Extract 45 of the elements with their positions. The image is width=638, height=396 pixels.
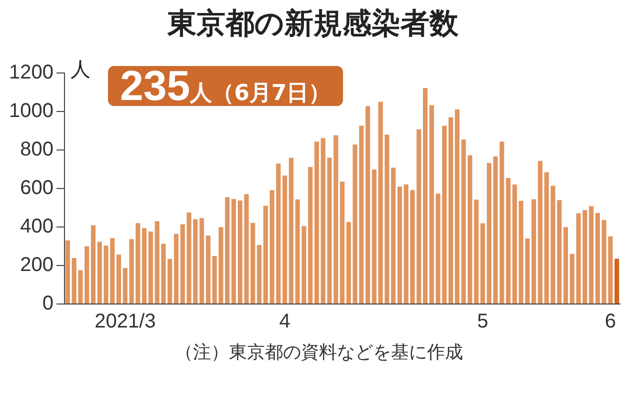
bar — [225, 197, 230, 304]
bar — [614, 258, 620, 304]
y-tick-label: 400 — [20, 215, 54, 238]
bar — [454, 109, 460, 304]
bar — [480, 223, 486, 304]
bar — [308, 167, 313, 304]
y-axis-title: 人 — [70, 57, 90, 82]
bar — [256, 245, 262, 304]
bar — [340, 182, 345, 304]
bar — [372, 170, 376, 304]
bar — [448, 117, 454, 304]
bar — [65, 240, 70, 304]
bar — [391, 168, 396, 304]
y-tick-label: 800 — [20, 138, 54, 160]
bar — [365, 106, 370, 304]
bar — [397, 186, 402, 304]
x-tick-label: 4 — [279, 310, 290, 333]
bar — [142, 228, 147, 304]
x-tick-label: 2021/3 — [94, 310, 156, 333]
bar — [231, 198, 236, 304]
y-tick-label: 0 — [42, 292, 54, 315]
bar — [538, 160, 542, 304]
text: （注）東京都の資料などを基に作成 — [174, 341, 464, 364]
bar — [422, 88, 428, 304]
bar — [282, 175, 288, 304]
bar — [199, 218, 204, 304]
y-tick-label: 1200 — [8, 61, 54, 84]
bar — [532, 199, 536, 304]
bar — [148, 232, 153, 304]
y-tick-label: 600 — [20, 176, 54, 199]
bar — [563, 227, 568, 304]
bar — [116, 254, 122, 304]
y-tick-label: 1000 — [8, 100, 54, 122]
x-tick-label: 6 — [604, 310, 616, 333]
annotation: 235人（6月7日） — [119, 62, 332, 109]
y-tick-label: 200 — [20, 254, 54, 276]
bar — [314, 142, 320, 304]
chart-title: 東京都の新規感染者数 — [166, 6, 460, 40]
x-tick-label: 5 — [477, 310, 488, 333]
bar — [474, 200, 479, 304]
bar — [90, 225, 96, 304]
bar — [174, 234, 179, 304]
bar — [506, 178, 511, 304]
bar — [588, 206, 594, 304]
bar — [288, 158, 294, 304]
